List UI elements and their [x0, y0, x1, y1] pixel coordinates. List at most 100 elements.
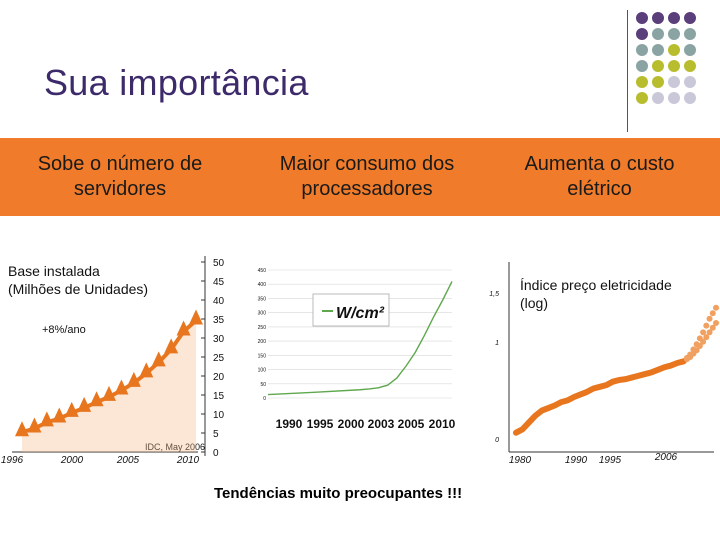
- column-heading-line: Aumenta o custo: [524, 153, 675, 175]
- servers-marker: [176, 320, 191, 336]
- decorative-dot: [636, 76, 648, 88]
- electricity-projection-dot: [709, 310, 716, 317]
- decorative-dot: [668, 76, 680, 88]
- servers-chart-ylabel: Base instalada (Milhões de Unidades): [8, 262, 148, 298]
- column-heading-line: elétrico: [567, 178, 632, 200]
- header-band: [0, 138, 720, 216]
- decorative-dot: [668, 60, 680, 72]
- processor-y-tick-label: 200: [258, 339, 267, 345]
- decorative-dot: [636, 28, 648, 40]
- column-heading-electricity: Aumenta o custo elétrico: [492, 152, 707, 202]
- processor-y-tick-label: 450: [258, 268, 267, 274]
- processor-x-tick-label: 2010: [429, 417, 456, 431]
- column-heading-line: Maior consumo dos: [279, 153, 455, 175]
- servers-marker: [164, 338, 179, 354]
- electricity-projection-dot: [696, 343, 703, 349]
- decorative-dot: [652, 28, 664, 40]
- title-divider-line: [627, 10, 628, 132]
- servers-y-tick-label: 10: [213, 410, 225, 421]
- processor-power-line: [267, 281, 453, 396]
- servers-marker: [77, 396, 92, 412]
- processor-y-tick-label: 0: [263, 396, 266, 402]
- servers-marker: [189, 309, 203, 325]
- servers-x-tick-label: 2005: [116, 455, 140, 466]
- electricity-projection-dot: [709, 324, 716, 331]
- processor-legend-label: W/cm²: [336, 305, 385, 322]
- electricity-x-tick-label: 1995: [599, 455, 622, 466]
- processor-y-tick-label: 50: [260, 382, 266, 388]
- servers-marker: [151, 351, 166, 367]
- electricity-projection-dot: [706, 315, 713, 322]
- decorative-dot: [652, 60, 664, 72]
- processor-x-tick-label: 2005: [398, 417, 425, 431]
- processor-y-tick-label: 250: [258, 325, 267, 331]
- decorative-dot: [684, 12, 696, 24]
- servers-marker: [27, 417, 42, 433]
- electricity-x-tick-label: 1980: [509, 455, 532, 466]
- slide-title: Sua importância: [44, 62, 309, 103]
- servers-y-tick-label: 25: [213, 353, 225, 364]
- servers-x-tick-label: 2000: [60, 455, 84, 466]
- electricity-x-tick-label: 2006: [654, 452, 678, 463]
- decorative-dot: [684, 44, 696, 56]
- decorative-dot: [668, 44, 680, 56]
- processor-x-tick-label: 2003: [368, 417, 395, 431]
- servers-marker: [52, 407, 67, 423]
- decorative-dot: [668, 12, 680, 24]
- servers-y-tick-label: 35: [213, 315, 225, 326]
- servers-chart-ylabel-line: Base instalada: [8, 263, 100, 279]
- servers-marker: [126, 371, 141, 387]
- electricity-y-tick-label: 1: [495, 340, 499, 347]
- processor-x-tick-label: 1995: [307, 417, 334, 431]
- servers-chart-ylabel-line: (Milhões de Unidades): [8, 281, 149, 297]
- decorative-dot: [684, 60, 696, 72]
- electricity-price-line: [513, 358, 687, 436]
- electricity-projection-dot: [706, 329, 713, 336]
- decorative-dot: [684, 76, 696, 88]
- servers-marker: [139, 362, 154, 378]
- decorative-dot: [684, 28, 696, 40]
- column-heading-servers: Sobe o número de servidores: [20, 152, 220, 202]
- column-heading-processors: Maior consumo dos processadores: [252, 152, 482, 202]
- decorative-dot: [684, 92, 696, 104]
- servers-marker: [102, 385, 116, 401]
- decorative-dot: [652, 92, 664, 104]
- servers-area: [22, 320, 196, 452]
- electricity-projection-dot: [703, 334, 710, 341]
- column-heading-line: Sobe o número de: [37, 153, 203, 175]
- servers-y-tick-label: 0: [213, 448, 219, 459]
- electricity-y-tick-label: 1,5: [489, 291, 499, 298]
- electricity-projection-dot: [713, 304, 719, 311]
- decorative-dot: [652, 44, 664, 56]
- processor-chart-background: [260, 262, 470, 410]
- electricity-chart-ylabel: Índice preço eletricidade (log): [520, 276, 672, 312]
- servers-y-tick-label: 40: [213, 296, 225, 307]
- decorative-dot: [668, 92, 680, 104]
- decorative-dot: [652, 76, 664, 88]
- decorative-dot: [636, 44, 648, 56]
- servers-chart-source: IDC, May 2006: [145, 442, 206, 452]
- decorative-dot: [668, 28, 680, 40]
- electricity-chart-ylabel-line: (log): [520, 295, 549, 311]
- column-heading-line: servidores: [73, 178, 167, 200]
- servers-y-tick-label: 20: [213, 372, 225, 383]
- servers-y-tick-label: 50: [213, 258, 225, 269]
- processor-y-tick-label: 300: [258, 311, 267, 317]
- servers-y-tick-label: 5: [213, 429, 219, 440]
- electricity-projection-dot: [690, 350, 697, 357]
- processor-x-tick-label: 1990: [276, 417, 303, 431]
- processor-y-tick-label: 400: [258, 282, 267, 288]
- servers-marker: [114, 379, 129, 395]
- servers-x-tick-label: 2010: [176, 455, 200, 466]
- decorative-dot: [636, 60, 648, 72]
- decorative-dot: [652, 12, 664, 24]
- electricity-y-tick-label: 0: [495, 437, 499, 444]
- servers-x-tick-label: 1996: [1, 455, 24, 466]
- servers-y-tick-label: 30: [213, 334, 225, 345]
- electricity-projection-dot: [683, 356, 690, 363]
- processor-x-tick-label: 2000: [338, 417, 365, 431]
- processor-y-tick-label: 350: [258, 296, 267, 302]
- footer-caption: Tendências muito preocupantes !!!: [214, 485, 463, 502]
- electricity-projection-dot: [713, 320, 719, 327]
- column-heading-line: processadores: [301, 178, 433, 200]
